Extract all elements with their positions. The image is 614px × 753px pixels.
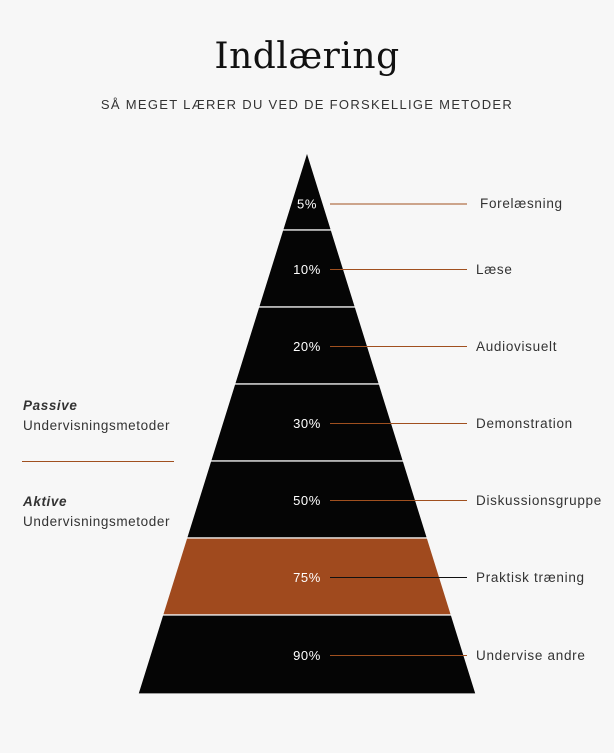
tier-label: Demonstration xyxy=(476,415,573,431)
tier-percent: 30% xyxy=(293,416,321,431)
page-subtitle: SÅ MEGET LÆRER DU VED DE FORSKELLIGE MET… xyxy=(100,97,514,112)
tier-label: Forelæsning xyxy=(480,196,563,211)
tier-label: Audiovisuelt xyxy=(476,338,558,354)
tier-label: Undervise andre xyxy=(476,647,586,663)
page-title: Indlæring xyxy=(214,36,400,77)
passive-description: Undervisningsmetoder xyxy=(23,418,171,433)
pyramid-tier xyxy=(281,149,333,231)
pyramid-tier xyxy=(137,614,477,695)
tier-label: Praktisk træning xyxy=(476,569,585,585)
tier-percent: 20% xyxy=(293,339,321,354)
passive-heading: Passive xyxy=(23,398,78,413)
tier-label: Læse xyxy=(476,261,513,277)
active-heading: Aktive xyxy=(23,494,68,509)
group-divider xyxy=(22,461,174,462)
tier-percent: 90% xyxy=(293,648,321,663)
passive-methods-group: Passive Undervisningsmetoder xyxy=(23,396,170,436)
tier-percent: 5% xyxy=(297,197,317,212)
tier-percent: 10% xyxy=(293,262,321,277)
active-methods-group: Aktive Undervisningsmetoder xyxy=(23,492,170,532)
tier-percent: 50% xyxy=(293,493,321,508)
tier-percent: 75% xyxy=(293,570,321,585)
tier-label: Diskussionsgruppe xyxy=(476,492,602,508)
active-description: Undervisningsmetoder xyxy=(23,514,171,529)
